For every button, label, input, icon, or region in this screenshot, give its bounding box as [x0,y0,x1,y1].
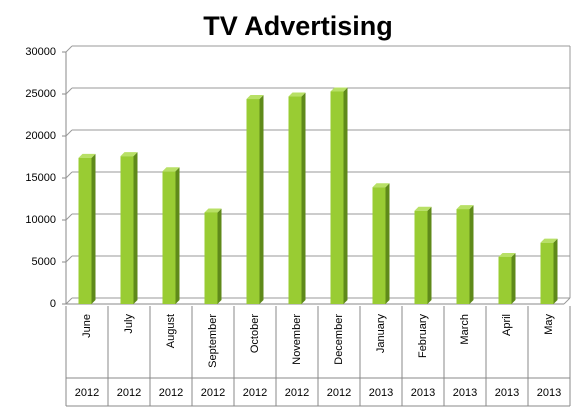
x-tick-label: November [291,314,303,365]
y-tick-label: 10000 [25,214,56,226]
bar-top [540,238,558,243]
bar-top [162,167,180,172]
bar [456,209,470,304]
x-tick-label: September [207,314,219,368]
bar-side [301,92,306,305]
bar [498,256,512,304]
bar-side [427,206,432,304]
bar-side [469,205,474,304]
bar-top [120,152,138,157]
bar-top [414,206,432,211]
bar [330,91,344,304]
grid-slant [65,171,73,179]
x-tick-label: May [543,314,555,335]
bar-side [133,152,138,304]
y-tick-label: 5000 [32,256,56,268]
bar-top [372,183,390,188]
bar [78,157,92,304]
grid-slant [65,87,73,95]
y-tick-label: 20000 [25,130,56,142]
bar [246,99,260,304]
x-tick-label: January [375,314,387,354]
bar-top [288,92,306,97]
year-label: 2013 [495,387,519,399]
bar-side [385,183,390,304]
bar [288,96,302,305]
grid-slant [65,45,73,53]
grid-slant [65,297,73,305]
y-tick-label: 30000 [25,46,56,58]
year-label: 2013 [369,387,393,399]
bar [204,212,218,304]
y-tick-label: 25000 [25,88,56,100]
x-tick-label: October [249,314,261,353]
x-tick-label: August [165,314,177,348]
chart-title: TV Advertising [203,11,393,41]
year-label: 2012 [327,387,351,399]
bar-top [204,208,222,213]
x-tick-label: July [123,314,135,334]
bar-side [511,252,516,304]
x-tick-label: March [459,314,471,345]
x-tick-label: February [417,314,429,359]
bar [120,156,134,304]
year-label: 2013 [411,387,435,399]
bar-top [456,205,474,210]
x-tick-label: June [81,314,93,338]
year-label: 2012 [243,387,267,399]
bar-side [175,167,180,304]
y-tick-label: 0 [50,298,56,310]
year-label: 2013 [453,387,477,399]
x-tick-label: December [333,314,345,365]
y-tick-label: 15000 [25,172,56,184]
bar-top [246,95,264,100]
bar [540,242,554,304]
bar [372,187,386,304]
bar [162,171,176,304]
grid-slant [65,213,73,221]
bar-side [343,87,348,304]
bar-side [91,153,96,304]
year-label: 2012 [201,387,225,399]
bar-top [78,153,96,158]
bar-side [217,208,222,304]
grid-slant [65,129,73,137]
grid-slant [65,255,73,263]
year-label: 2012 [75,387,99,399]
year-label: 2013 [537,387,561,399]
bar-top [330,87,348,92]
year-label: 2012 [159,387,183,399]
year-label: 2012 [285,387,309,399]
bar-side [259,95,264,304]
bar [414,210,428,304]
x-tick-label: April [501,314,513,336]
bar-top [498,252,516,257]
year-label: 2012 [117,387,141,399]
bar-side [553,238,558,304]
floor-right [563,297,571,305]
